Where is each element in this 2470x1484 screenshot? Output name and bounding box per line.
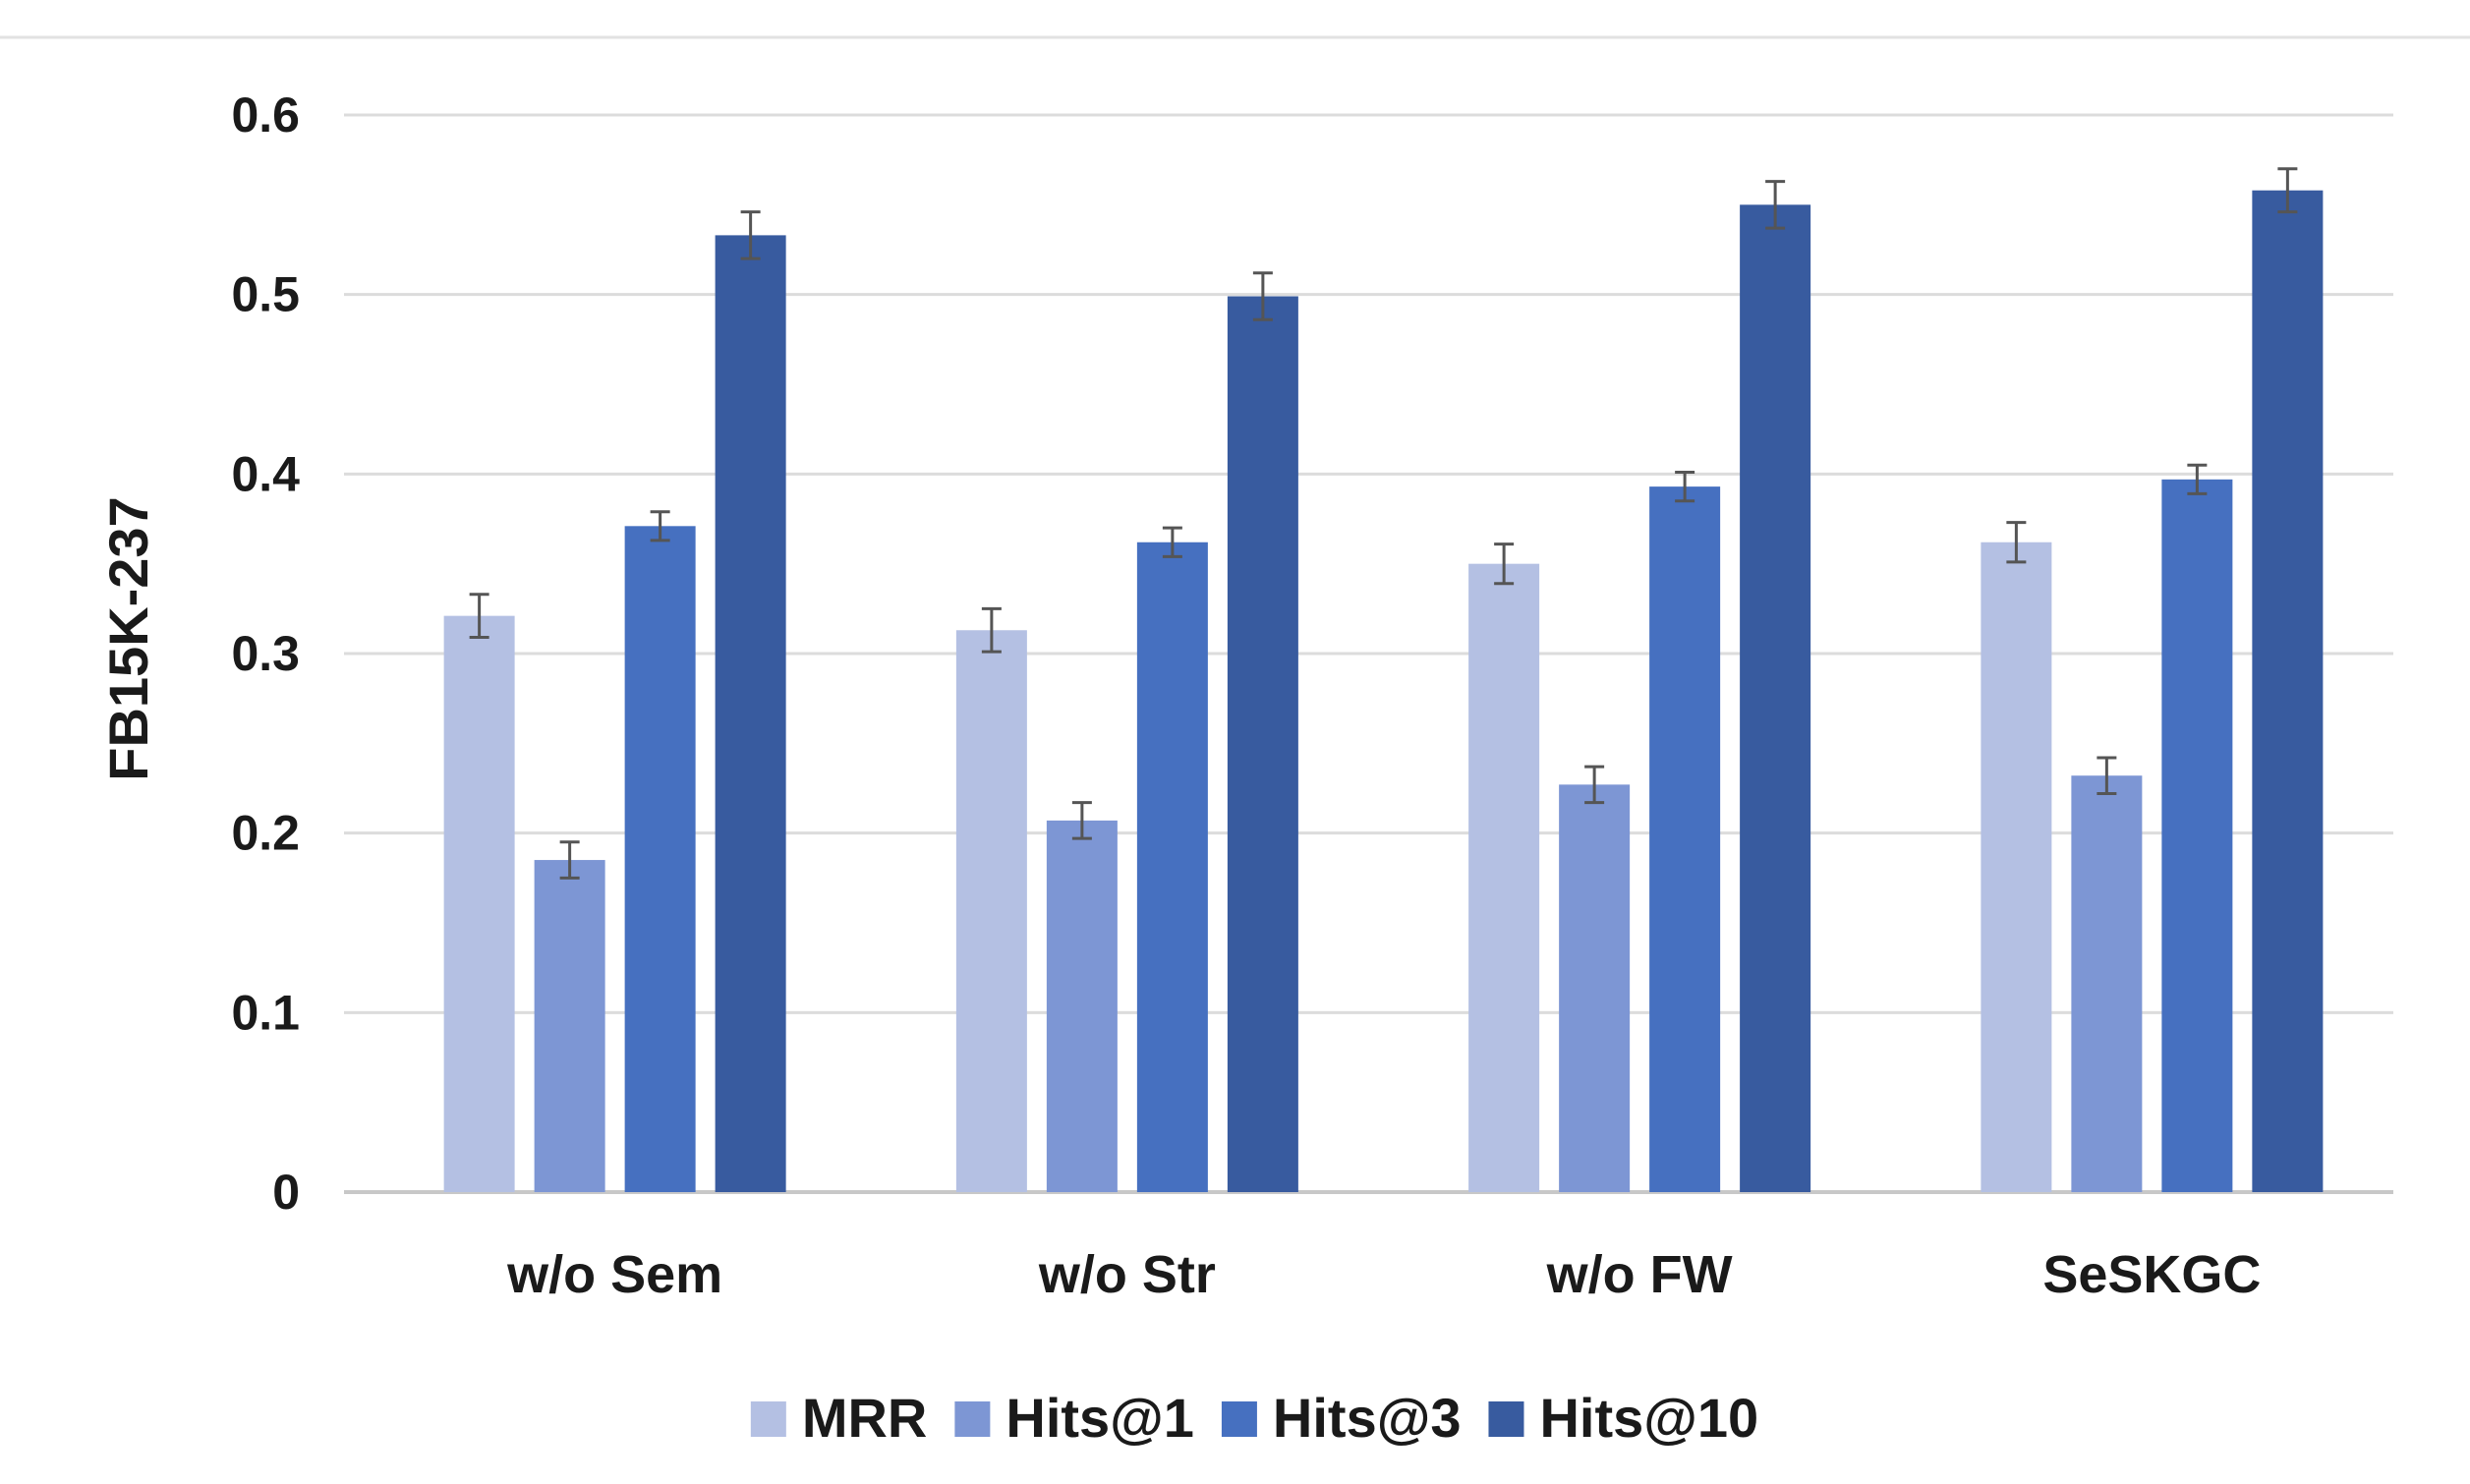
legend-label: Hits@3 — [1273, 1387, 1462, 1449]
bar-hits3-0 — [624, 526, 696, 1192]
y-tick-label: 0.2 — [231, 806, 300, 861]
legend-label: Hits@10 — [1539, 1387, 1758, 1449]
error-bar — [1252, 271, 1273, 321]
error-bar — [2006, 521, 2027, 564]
y-tick-label: 0.4 — [231, 446, 300, 501]
bar-hits1-0 — [534, 860, 605, 1192]
legend-swatch — [750, 1401, 786, 1437]
y-tick-label: 0.1 — [231, 985, 300, 1040]
y-tick-label: 0 — [272, 1165, 300, 1220]
bar-hits3-3 — [2161, 479, 2233, 1192]
legend-label: MRR — [802, 1387, 928, 1449]
bar-hits1-3 — [2071, 775, 2143, 1192]
y-tick-label: 0.3 — [231, 626, 300, 681]
legend-item-mrr: MRR — [750, 1387, 928, 1449]
bar-hits10-3 — [2252, 190, 2324, 1193]
bar-hits1-2 — [1559, 784, 1631, 1192]
error-bar — [559, 840, 580, 880]
legend-swatch — [1221, 1401, 1257, 1437]
error-bar — [1765, 180, 1786, 230]
bars — [443, 190, 2324, 1193]
error-bar — [1071, 801, 1092, 840]
y-tick-label: 0.6 — [231, 87, 300, 143]
error-bar — [740, 210, 761, 260]
bar-mrr-3 — [1981, 542, 2052, 1192]
bar-mrr-1 — [955, 630, 1027, 1192]
y-tick-label: 0.5 — [231, 267, 300, 322]
x-axis-labels: w/o Sem w/o Str w/o FW SeSKGC — [506, 1245, 2261, 1304]
bar-hits3-1 — [1136, 542, 1208, 1192]
x-category-label: w/o FW — [1546, 1245, 1733, 1304]
error-bar — [2187, 463, 2208, 495]
legend-item-hits1: Hits@1 — [954, 1387, 1194, 1449]
legend-swatch — [954, 1401, 991, 1437]
x-category-label: w/o Str — [1038, 1245, 1216, 1304]
legend-item-hits10: Hits@10 — [1488, 1387, 1758, 1449]
error-bars — [469, 167, 2298, 880]
legend-label: Hits@1 — [1005, 1387, 1194, 1449]
bar-hits10-1 — [1227, 296, 1298, 1192]
bar-mrr-0 — [443, 615, 515, 1192]
bar-hits10-0 — [715, 235, 786, 1193]
y-axis-title: FB15K-237 — [97, 496, 159, 780]
error-bar — [650, 510, 670, 542]
error-bar — [2277, 167, 2298, 214]
error-bar — [981, 606, 1002, 654]
y-axis-ticks: 0 0.1 0.2 0.3 0.4 0.5 0.6 — [231, 87, 300, 1220]
x-category-label: w/o Sem — [506, 1245, 722, 1304]
legend-item-hits3: Hits@3 — [1221, 1387, 1462, 1449]
error-bar — [1584, 765, 1605, 805]
legend-swatch — [1488, 1401, 1524, 1437]
error-bar — [469, 593, 489, 640]
bar-mrr-2 — [1468, 563, 1540, 1192]
error-bar — [2097, 756, 2117, 795]
legend: MRR Hits@1 Hits@3 Hits@10 — [750, 1387, 1758, 1449]
error-bar — [1675, 471, 1695, 503]
error-bar — [1494, 542, 1515, 586]
bar-hits1-1 — [1046, 820, 1118, 1192]
x-category-label: SeSKGC — [2042, 1245, 2261, 1304]
bar-hits10-2 — [1740, 204, 1811, 1193]
bar-hits3-2 — [1649, 486, 1721, 1192]
error-bar — [1162, 526, 1182, 558]
